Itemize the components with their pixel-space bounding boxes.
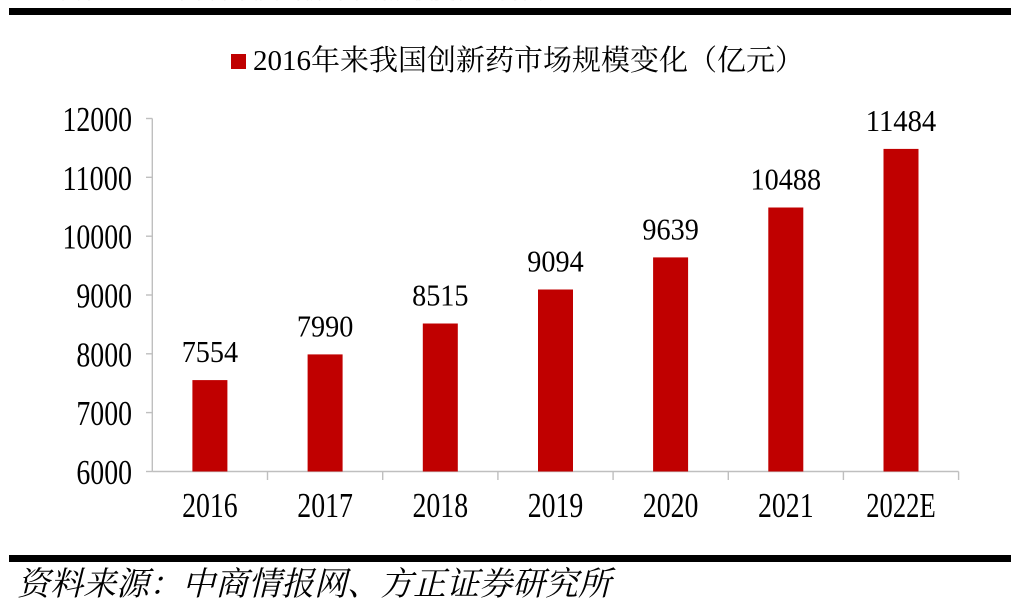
svg-text:9000: 9000 xyxy=(76,277,132,316)
svg-text:8515: 8515 xyxy=(412,278,468,313)
svg-text:2021: 2021 xyxy=(758,486,814,525)
svg-text:2022E: 2022E xyxy=(866,486,936,525)
svg-text:9639: 9639 xyxy=(642,211,698,246)
svg-text:2018: 2018 xyxy=(413,486,469,525)
svg-text:12000: 12000 xyxy=(63,100,133,139)
svg-text:7000: 7000 xyxy=(76,394,132,433)
svg-text:2019: 2019 xyxy=(528,486,584,525)
svg-text:6000: 6000 xyxy=(76,453,132,492)
svg-text:7554: 7554 xyxy=(182,334,239,369)
svg-text:11484: 11484 xyxy=(866,103,937,138)
svg-text:10000: 10000 xyxy=(63,218,133,257)
svg-text:10488: 10488 xyxy=(751,162,822,197)
svg-text:2016: 2016 xyxy=(182,486,238,525)
svg-text:2017: 2017 xyxy=(297,486,353,525)
svg-text:11000: 11000 xyxy=(63,159,133,198)
svg-text:8000: 8000 xyxy=(76,335,132,374)
svg-text:2020: 2020 xyxy=(643,486,699,525)
svg-text:7990: 7990 xyxy=(297,308,353,343)
svg-text:9094: 9094 xyxy=(527,244,584,279)
